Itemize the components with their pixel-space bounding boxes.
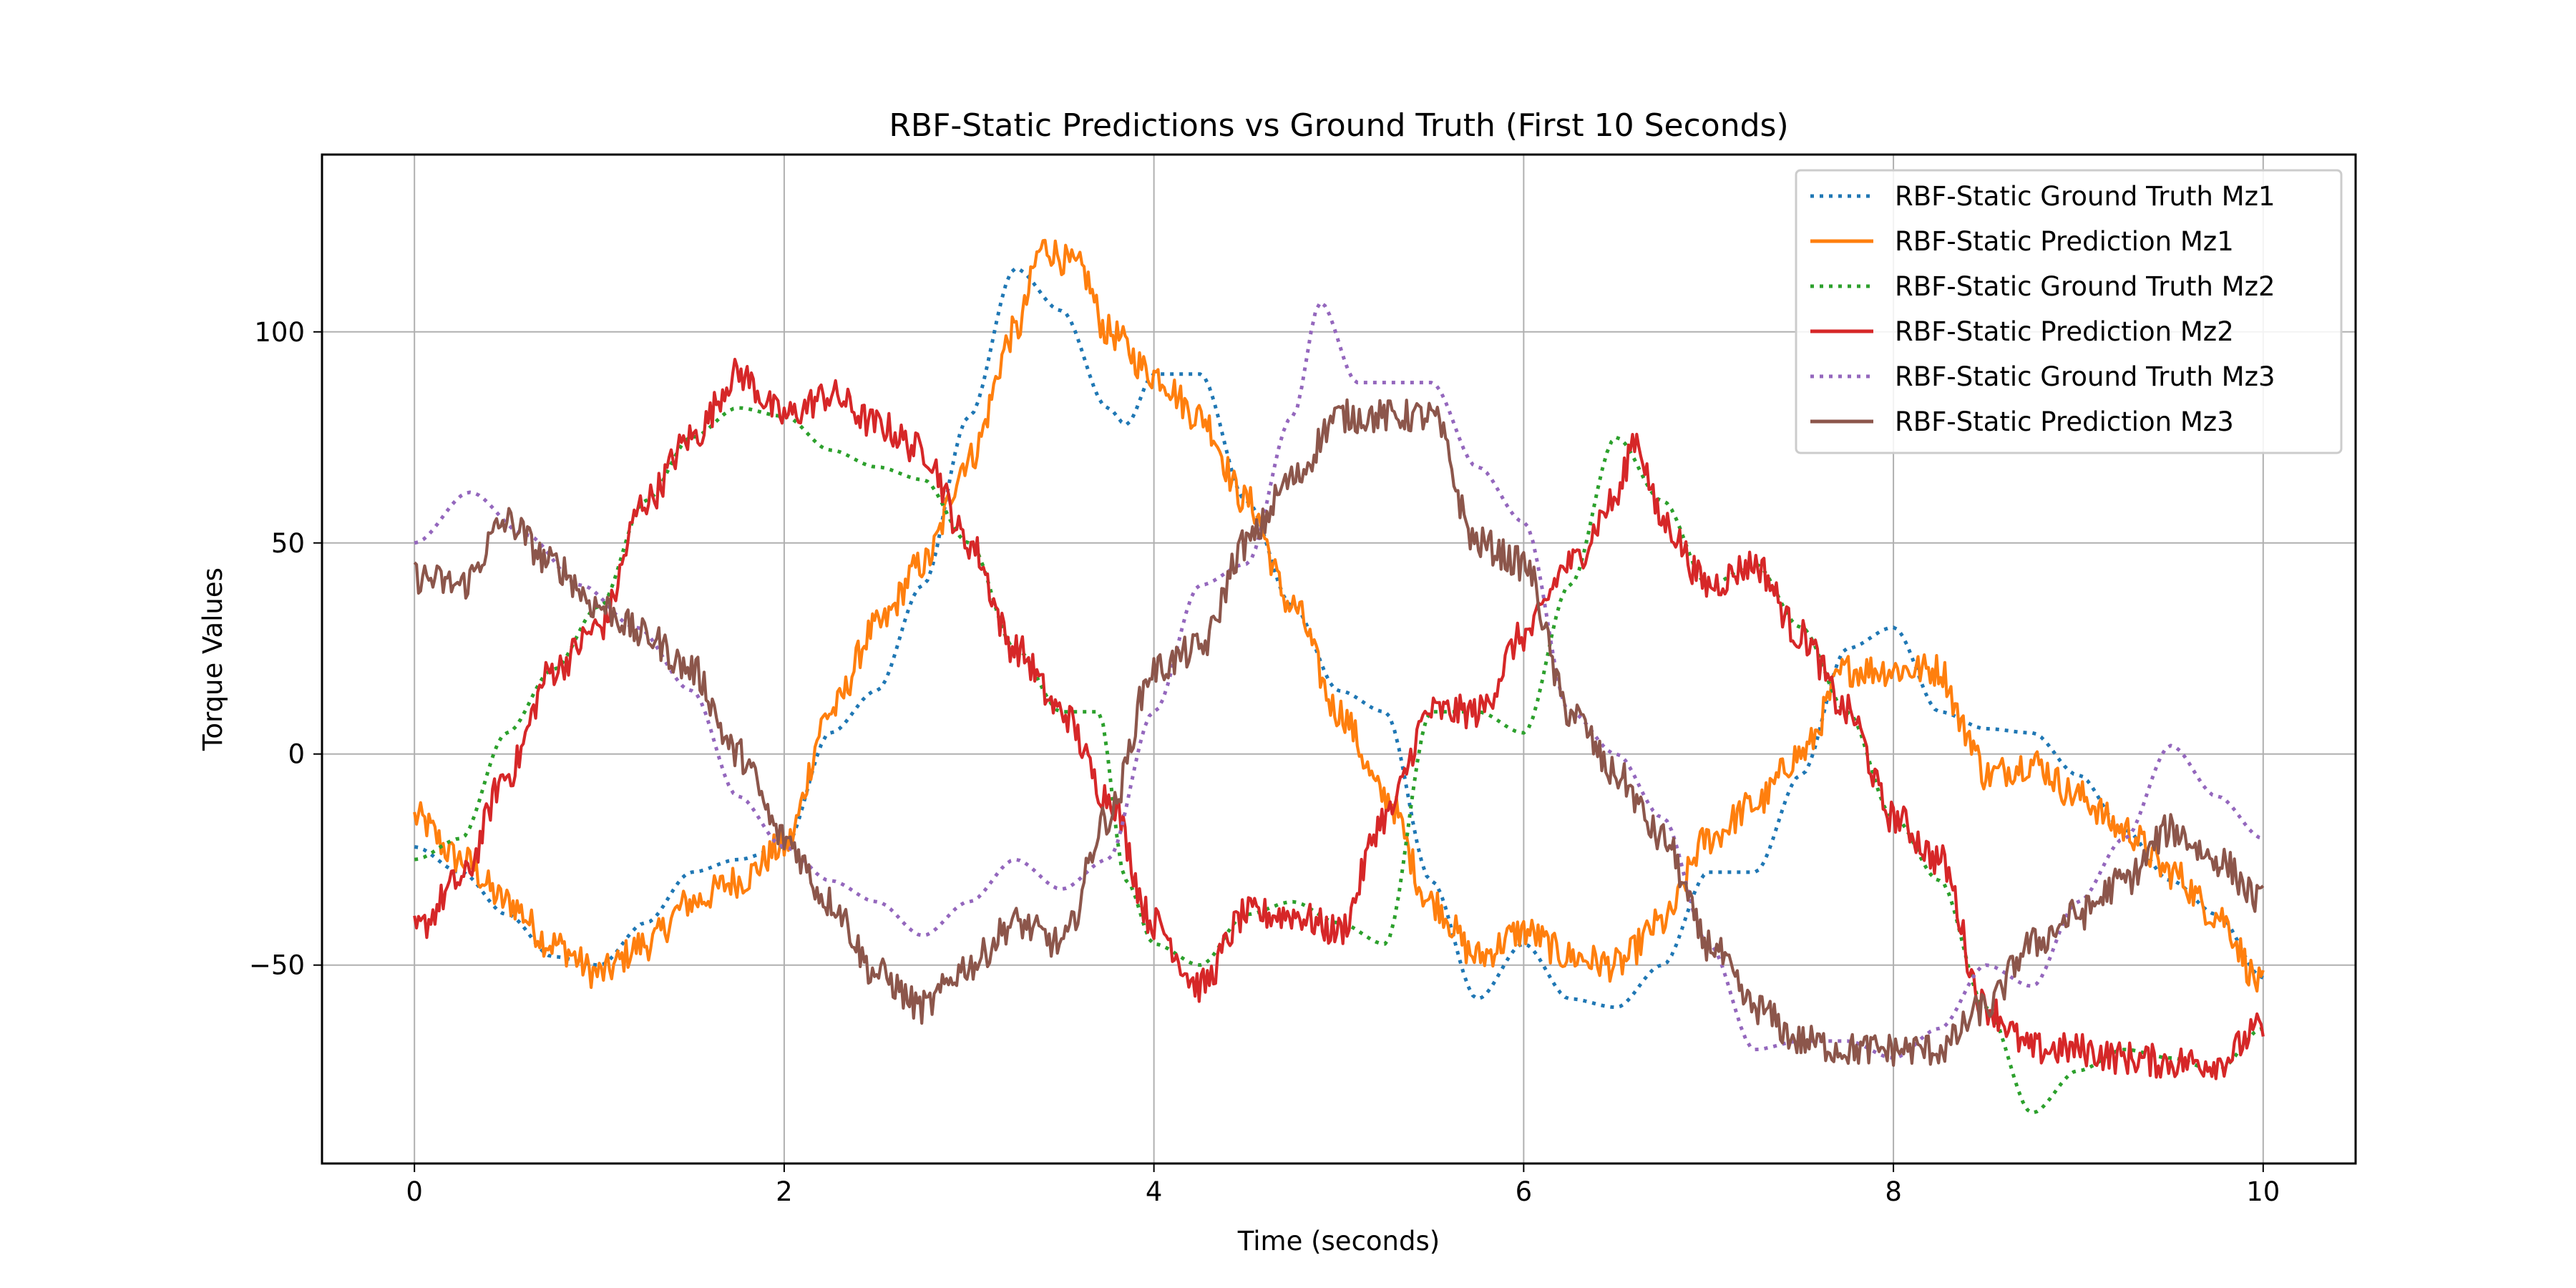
x-tick-label: 4 <box>1146 1176 1163 1207</box>
x-tick-label: 0 <box>406 1176 423 1207</box>
series-line-rbf-static-prediction-mz3 <box>413 398 2265 1067</box>
legend-items: RBF-Static Ground Truth Mz1 RBF-Static Pr… <box>1810 181 2275 437</box>
x-tick-label: 2 <box>776 1176 793 1207</box>
x-tick-label: 6 <box>1516 1176 1533 1207</box>
legend-frame <box>1795 169 2343 454</box>
legend-label: RBF-Static Prediction Mz3 <box>1895 406 2234 437</box>
legend: RBF-Static Ground Truth Mz1 RBF-Static Pr… <box>1795 169 2343 454</box>
x-tick-label: 8 <box>1885 1176 1902 1207</box>
legend-label: RBF-Static Prediction Mz2 <box>1895 316 2234 347</box>
series-line-rbf-static-prediction-mz1 <box>413 238 2265 993</box>
axis-ticks: 0 2 4 6 8 10 −50 0 50 100 <box>249 317 2280 1207</box>
legend-label: RBF-Static Ground Truth Mz2 <box>1895 271 2275 302</box>
data-series <box>413 238 2265 1115</box>
y-tick-label: −50 <box>249 950 305 981</box>
chart-title: RBF-Static Predictions vs Ground Truth (… <box>889 107 1788 144</box>
y-axis-label: Torque Values <box>197 567 228 751</box>
x-tick-label: 10 <box>2246 1176 2280 1207</box>
plot-frame <box>321 153 2357 1165</box>
y-tick-label: 50 <box>271 528 305 559</box>
legend-label: RBF-Static Ground Truth Mz3 <box>1895 361 2275 392</box>
legend-label: RBF-Static Prediction Mz1 <box>1895 226 2234 257</box>
legend-label: RBF-Static Ground Truth Mz1 <box>1895 181 2275 212</box>
x-axis-label: Time (seconds) <box>1237 1226 1440 1257</box>
y-tick-label: 100 <box>254 317 305 348</box>
y-tick-label: 0 <box>288 739 305 770</box>
series-line-rbf-static-prediction-mz2 <box>413 358 2265 1080</box>
series-line-rbf-static-ground-truth-mz1 <box>414 266 2264 1010</box>
